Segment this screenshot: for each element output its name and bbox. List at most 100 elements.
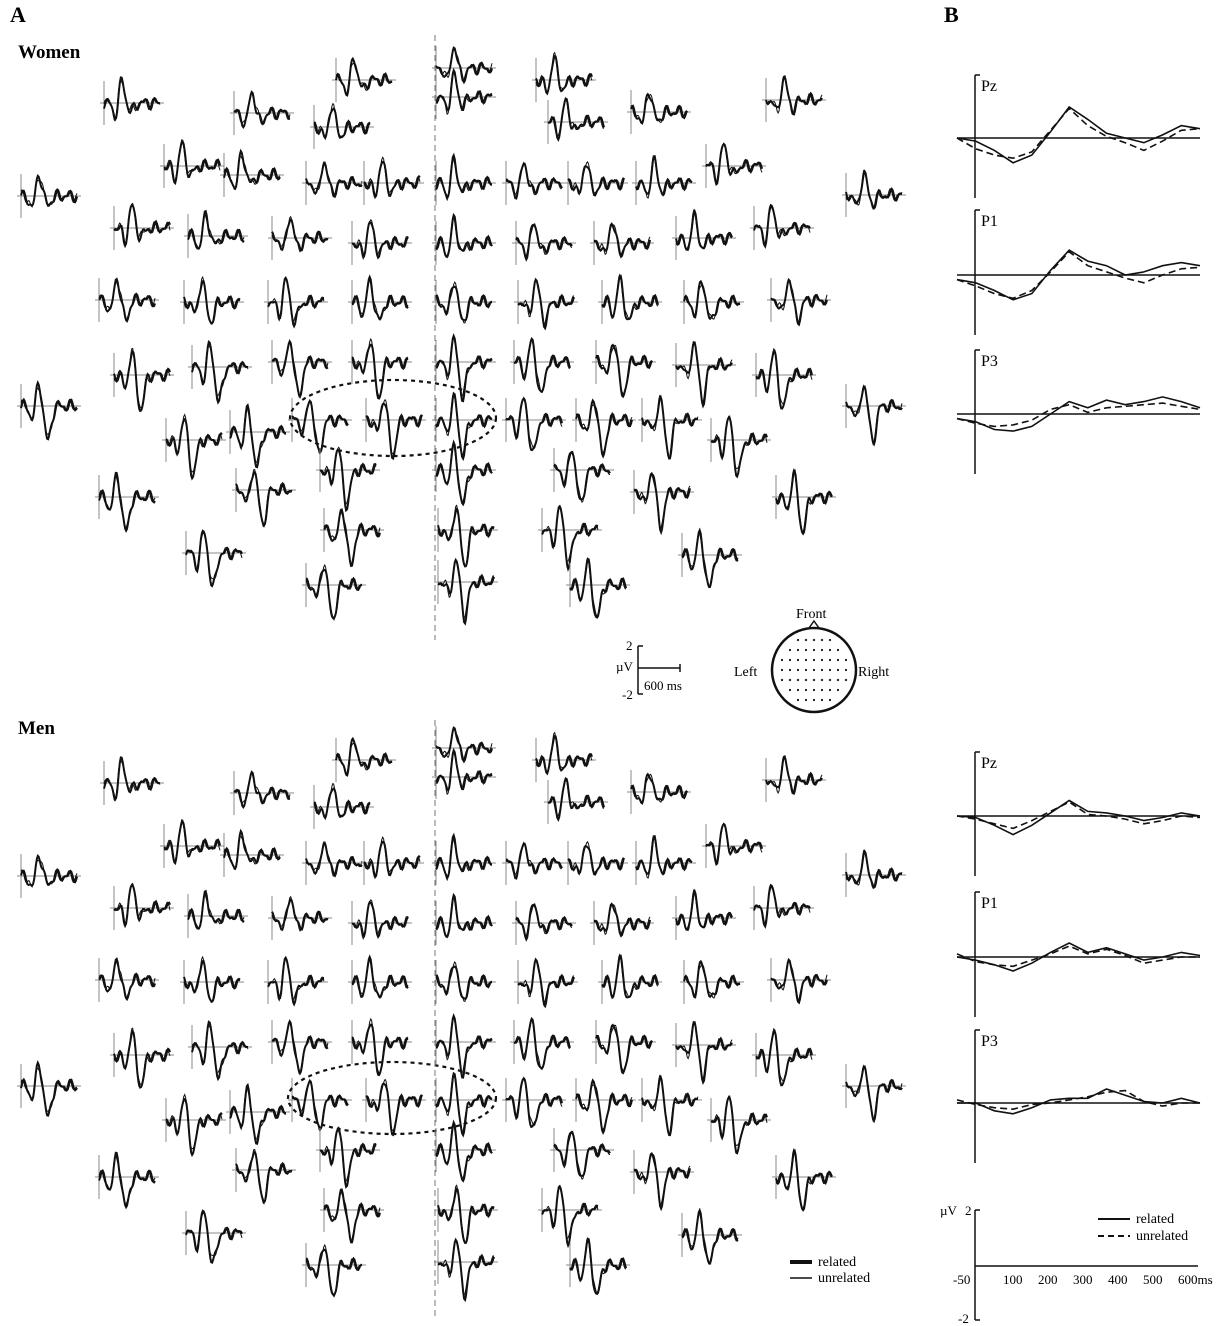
electrode-waveform (627, 770, 691, 814)
electrode-waveform (432, 212, 496, 265)
electrode-dot (796, 698, 800, 702)
electrode-dot (828, 688, 832, 692)
electrode-waveform (162, 413, 226, 481)
electrode-waveform (320, 1188, 384, 1244)
electrode-waveform (230, 770, 294, 815)
head-map-left: Left (734, 665, 757, 680)
electrode-waveform (772, 1147, 836, 1212)
channel-plot-women-p1: P1 (956, 209, 1201, 335)
electrode-waveform (432, 67, 496, 119)
group-label-men: Men (18, 718, 55, 739)
electrode-dot (836, 658, 840, 662)
legend-a-related: related (818, 1255, 856, 1270)
channel-label: Pz (981, 78, 997, 95)
electrode-dot (828, 648, 832, 652)
electrode-waveform (592, 340, 656, 399)
electrode-waveform (532, 731, 596, 782)
electrode-waveform (538, 504, 602, 572)
axis-b-ybottom: -2 (958, 1311, 969, 1326)
electrode-dot (820, 678, 824, 682)
electrode-dot (804, 688, 808, 692)
electrode-dot (844, 658, 848, 662)
electrode-waveform (564, 840, 628, 885)
channel-label: P3 (981, 1033, 998, 1050)
electrode-waveform (432, 960, 496, 1004)
electrode-waveform (360, 836, 424, 885)
electrode-waveform (302, 841, 366, 885)
axis-b-ylabel: µV (940, 1203, 957, 1218)
series-line-unrelated (956, 107, 1201, 160)
channel-label: P1 (981, 895, 998, 912)
electrode-dot (820, 668, 824, 672)
electrode-waveform (502, 396, 566, 452)
electrode-waveform (180, 275, 244, 325)
electrode-waveform (432, 892, 496, 945)
electrode-waveform (672, 888, 736, 940)
electrode-waveform (332, 56, 396, 102)
electrode-waveform (17, 854, 81, 898)
electrode-waveform (288, 1078, 352, 1133)
electrode-waveform (226, 403, 290, 469)
electrode-waveform (95, 277, 159, 323)
electrode-waveform (95, 471, 159, 534)
electrode-waveform (432, 46, 496, 90)
electrode-waveform (572, 1078, 636, 1136)
electrode-waveform (842, 1064, 906, 1124)
electrode-waveform (95, 1151, 159, 1210)
electrode-waveform (432, 391, 496, 462)
electrode-waveform (332, 736, 396, 782)
series-line-unrelated (956, 1089, 1200, 1111)
electrode-dot (812, 648, 816, 652)
electrode-waveform (220, 148, 284, 197)
electrode-waveform (632, 835, 696, 885)
electrode-waveform (180, 955, 244, 1004)
electrode-dot (796, 668, 800, 672)
electrode-dot (844, 678, 848, 682)
electrode-dot (780, 678, 784, 682)
electrode-waveform (232, 1148, 296, 1205)
electrode-waveform (162, 1093, 226, 1158)
electrode-dot (796, 678, 800, 682)
electrode-waveform (360, 156, 424, 205)
electrode-waveform (432, 1071, 496, 1138)
axis-b-xtick: 400 (1108, 1272, 1128, 1287)
electrode-dot (812, 698, 816, 702)
axis-b-xtick: 100 (1003, 1272, 1023, 1287)
electrode-dot (812, 678, 816, 682)
electrode-waveform (538, 1184, 602, 1249)
electrode-waveform (434, 1237, 498, 1303)
channel-plot-women-p3: P3 (956, 349, 1201, 474)
electrode-dot (820, 698, 824, 702)
electrode-dot (796, 648, 800, 652)
electrode-waveform (434, 1184, 498, 1245)
electrode-waveform (362, 398, 426, 461)
electrode-waveform (638, 394, 702, 460)
electrode-waveform (842, 849, 906, 897)
electrode-waveform (432, 726, 496, 770)
electrode-waveform (590, 901, 654, 945)
electrode-waveform (110, 347, 174, 413)
electrode-waveform (160, 139, 224, 188)
axis-b-xtick: -50 (953, 1272, 970, 1287)
electrode-waveform (672, 208, 736, 260)
electrode-waveform (842, 384, 906, 447)
electrode-dot (812, 668, 816, 672)
electrode-waveform (268, 1019, 332, 1076)
electrode-waveform (572, 398, 636, 459)
series-line-related (956, 799, 1201, 836)
electrode-dot (836, 678, 840, 682)
electrode-waveform (316, 446, 380, 513)
electrode-waveform (510, 1016, 574, 1071)
electrode-array-women (17, 46, 906, 626)
electrode-dot (820, 658, 824, 662)
electrode-waveform (514, 957, 578, 1009)
electrode-waveform (432, 439, 496, 507)
electrode-waveform (182, 529, 246, 588)
electrode-waveform (680, 959, 744, 1004)
electrode-waveform (630, 1150, 694, 1212)
series-line-related (956, 396, 1201, 432)
electrode-waveform (680, 279, 744, 324)
electrode-dot (812, 638, 816, 642)
electrode-waveform (702, 142, 766, 188)
